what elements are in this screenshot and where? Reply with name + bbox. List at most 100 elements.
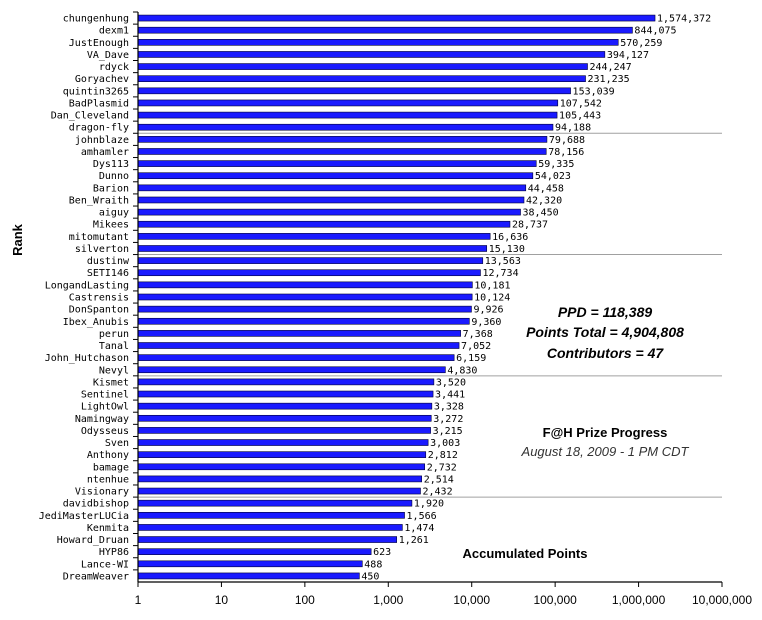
value-label: 488 (364, 559, 382, 570)
bar (137, 560, 363, 568)
bar (137, 269, 481, 277)
category-label: LongandLasting (45, 280, 129, 291)
value-label: 844,075 (634, 26, 676, 37)
points-total-annotation: Points Total = 4,904,808 (526, 324, 684, 340)
bar (137, 427, 431, 434)
bar (137, 463, 426, 471)
value-label: 7,052 (461, 341, 491, 352)
bar (137, 378, 435, 386)
value-label: 10,181 (474, 280, 510, 291)
bar (137, 390, 434, 398)
value-label: 9,360 (471, 317, 501, 328)
ppd-annotation: PPD = 118,389 (557, 304, 653, 320)
category-label: Mikees (93, 220, 129, 231)
bar (137, 511, 405, 519)
category-label: amhamler (81, 147, 129, 158)
value-label: 78,156 (548, 147, 584, 158)
value-label: 2,812 (428, 450, 458, 461)
bar (137, 572, 360, 580)
value-label: 13,563 (485, 256, 521, 267)
bar (137, 196, 525, 204)
value-label: 16,636 (492, 232, 528, 243)
category-label: ntenhue (87, 474, 129, 485)
bar (137, 26, 633, 34)
category-label: rdyck (99, 62, 129, 73)
category-label: DonSpanton (69, 305, 129, 316)
category-label: John_Hutchason (45, 353, 129, 364)
bar (137, 451, 427, 458)
bar (137, 536, 397, 543)
bar (137, 245, 488, 252)
bar (137, 148, 547, 155)
value-label: 3,003 (430, 438, 460, 449)
bar (137, 51, 606, 58)
value-label: 4,830 (447, 365, 477, 376)
bar (137, 414, 432, 422)
category-label: Lance-WI (81, 559, 129, 570)
bar (137, 184, 527, 192)
category-label: LightOwl (81, 402, 129, 413)
bar (137, 499, 413, 507)
x-tick-label: 100,000 (533, 593, 577, 607)
bar (137, 99, 559, 107)
bar (137, 487, 421, 495)
bar (137, 257, 484, 264)
y-axis-label: Rank (10, 223, 25, 256)
category-label: Barion (93, 183, 129, 194)
value-label: 3,328 (434, 402, 464, 413)
category-label: DreamWeaver (63, 571, 129, 582)
category-label: dustinw (87, 256, 130, 267)
value-label: 15,130 (489, 244, 525, 255)
category-label: Sven (105, 438, 129, 449)
value-label: 1,261 (399, 535, 429, 546)
value-label: 10,124 (474, 293, 510, 304)
category-label: perun (99, 329, 129, 340)
value-label: 1,566 (407, 511, 437, 522)
category-label: dexm1 (99, 26, 129, 37)
bar (137, 136, 548, 143)
value-label: 59,335 (538, 159, 574, 170)
value-label: 42,320 (526, 195, 562, 206)
contributors-annotation: Contributors = 47 (546, 345, 664, 361)
value-label: 79,688 (549, 135, 585, 146)
x-tick-label: 10,000 (453, 593, 490, 607)
category-label: Ibex_Anubis (63, 317, 129, 328)
value-label: 38,450 (523, 208, 559, 219)
category-label: Anthony (87, 450, 129, 461)
value-label: 2,432 (422, 487, 452, 498)
category-label: mitomutant (69, 232, 129, 243)
category-label: Ben_Wraith (69, 195, 129, 206)
bar (137, 524, 403, 531)
category-label: JediMasterLUCia (39, 511, 129, 522)
bar (137, 354, 455, 361)
category-label: Visionary (75, 487, 129, 498)
chart-subtitle: August 18, 2009 - 1 PM CDT (521, 444, 689, 459)
category-label: Howard_Druan (57, 535, 129, 546)
bar (137, 439, 429, 446)
value-label: 244,247 (590, 62, 632, 73)
category-label: Odysseus (81, 426, 129, 437)
category-label: JustEnough (69, 38, 129, 49)
category-label: aiguy (99, 208, 129, 219)
bar (137, 87, 571, 95)
bar (137, 293, 473, 301)
bar (137, 208, 521, 216)
value-label: 9,926 (473, 305, 503, 316)
value-label: 6,159 (456, 353, 486, 364)
value-label: 2,732 (427, 462, 457, 473)
bar (137, 111, 558, 119)
value-label: 54,023 (535, 171, 571, 182)
category-label: dragon-fly (69, 123, 129, 134)
category-label: Kismet (93, 377, 129, 388)
bar (137, 123, 554, 131)
value-label: 44,458 (528, 183, 564, 194)
bar (137, 233, 491, 240)
bar (137, 366, 446, 374)
x-tick-label: 1,000,000 (612, 593, 666, 607)
bar (137, 14, 656, 22)
category-label: Dys113 (93, 159, 129, 170)
category-label: Dan_Cleveland (51, 111, 129, 122)
bar (137, 402, 433, 410)
axis-layer: chungenhung 1,574,372 dexm1 844,075 JustEnou… (39, 11, 752, 607)
value-label: 7,368 (463, 329, 493, 340)
